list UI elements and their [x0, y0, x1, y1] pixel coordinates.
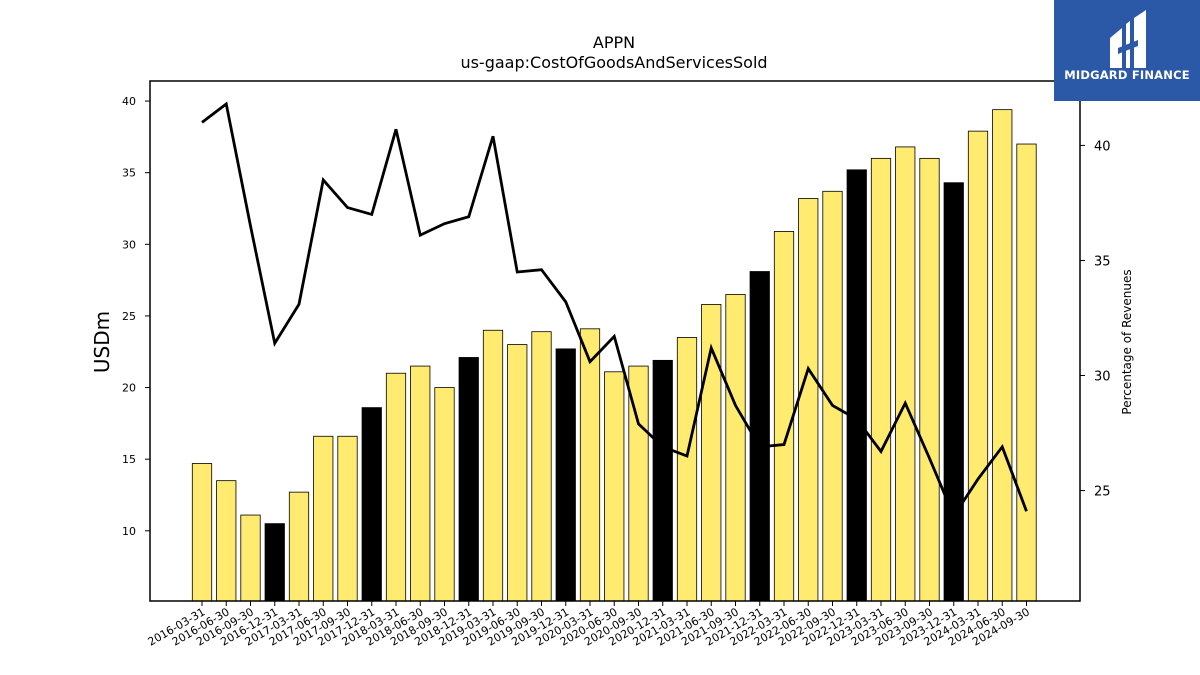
bar-2016-06-30	[216, 480, 237, 602]
y2-tick-label: 25	[1094, 485, 1111, 500]
bar-2017-09-30	[337, 435, 358, 602]
bar-2024-03-31	[967, 130, 989, 602]
bar-2016-09-30	[240, 514, 261, 602]
y-tick-label: 30	[122, 238, 136, 251]
percentage-of-revenues-line	[201, 101, 1028, 519]
y2-tick-label: 30	[1094, 370, 1111, 385]
bar-2019-06-30	[507, 344, 528, 602]
y2-tick-label: 35	[1094, 254, 1111, 269]
y-tick-label: 40	[122, 95, 136, 108]
bar-2021-03-31	[676, 337, 698, 602]
bar-2020-12-31	[652, 359, 673, 602]
y2-tick-label: 40	[1094, 139, 1111, 154]
bar-2019-03-31	[482, 329, 504, 602]
bar-2018-09-30	[434, 387, 455, 602]
y-axis-label: USDm	[90, 311, 114, 373]
bar-2019-12-31	[555, 348, 576, 602]
chart-title: APPN	[593, 33, 635, 52]
brand-logo: MIDGARD FINANCE	[1054, 0, 1200, 101]
bar-2016-03-31	[191, 463, 213, 602]
bar-2018-12-31	[458, 357, 479, 602]
y-tick-label: 15	[122, 453, 136, 466]
bar-2024-06-30	[992, 109, 1013, 602]
bar-2016-12-31	[264, 523, 285, 602]
bar-2024-09-30	[1016, 143, 1037, 602]
bar-2018-03-31	[385, 372, 407, 602]
bar-2020-06-30	[604, 371, 625, 602]
bar-2023-06-30	[895, 146, 916, 602]
bar-2017-12-31	[361, 407, 382, 602]
chart-subtitle: us-gaap:CostOfGoodsAndServicesSold	[460, 53, 767, 72]
plot-frame	[149, 80, 1081, 602]
y-tick-label: 25	[122, 310, 136, 323]
bar-2023-09-30	[919, 157, 940, 602]
y2-axis-label: Percentage of Revenues	[1120, 269, 1134, 414]
bar-2019-09-30	[531, 331, 552, 602]
y-tick-label: 35	[122, 167, 136, 180]
midgard-logo-icon	[1110, 10, 1146, 68]
bar-2023-12-31	[943, 182, 964, 602]
brand-name: MIDGARD FINANCE	[1064, 68, 1190, 82]
y-tick-label: 10	[122, 525, 136, 538]
bar-2017-03-31	[288, 491, 310, 602]
y-tick-label: 20	[122, 382, 136, 395]
bar-2017-06-30	[313, 435, 334, 602]
bar-2018-06-30	[410, 365, 431, 602]
bar-2023-03-31	[870, 157, 892, 602]
bar-2021-09-30	[725, 294, 746, 602]
bar-2022-06-30	[798, 198, 819, 602]
bar-2020-03-31	[579, 328, 601, 602]
bar-2022-03-31	[773, 231, 795, 602]
bar-2022-12-31	[846, 169, 867, 602]
